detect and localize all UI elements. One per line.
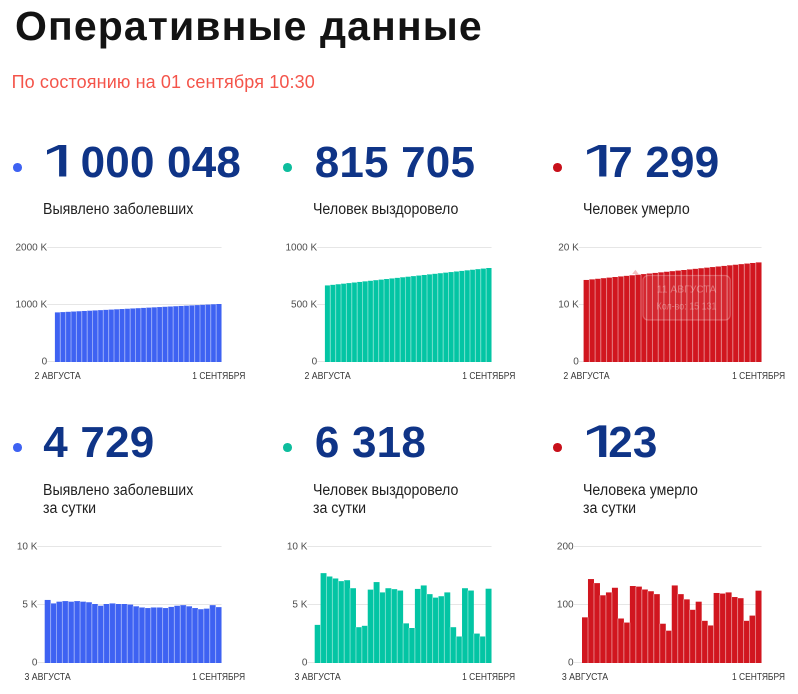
svg-text:0: 0 <box>42 356 48 367</box>
svg-text:1 СЕНТЯБРЯ: 1 СЕНТЯБРЯ <box>462 371 515 382</box>
svg-text:1 СЕНТЯБРЯ: 1 СЕНТЯБРЯ <box>462 672 515 683</box>
svg-text:1 СЕНТЯБРЯ: 1 СЕНТЯБРЯ <box>732 371 785 382</box>
svg-text:0: 0 <box>568 657 574 668</box>
svg-text:500 K: 500 K <box>291 299 317 310</box>
svg-text:1000 K: 1000 K <box>285 242 317 253</box>
svg-text:5 K: 5 K <box>292 599 307 610</box>
svg-text:1000 K: 1000 K <box>15 299 47 310</box>
svg-text:11 АВГУСТА: 11 АВГУСТА <box>657 283 717 295</box>
svg-text:2 АВГУСТА: 2 АВГУСТА <box>304 371 351 382</box>
svg-text:2 АВГУСТА: 2 АВГУСТА <box>563 371 610 382</box>
svg-text:10 K: 10 K <box>17 541 38 552</box>
svg-text:1 СЕНТЯБРЯ: 1 СЕНТЯБРЯ <box>192 672 245 683</box>
svg-text:0: 0 <box>312 356 318 367</box>
svg-text:20 K: 20 K <box>558 242 579 253</box>
svg-text:200: 200 <box>557 541 574 552</box>
svg-text:3 АВГУСТА: 3 АВГУСТА <box>24 672 71 683</box>
svg-text:3 АВГУСТА: 3 АВГУСТА <box>562 672 609 683</box>
svg-text:0: 0 <box>32 657 38 668</box>
svg-text:100: 100 <box>557 599 574 610</box>
svg-text:1 СЕНТЯБРЯ: 1 СЕНТЯБРЯ <box>732 672 785 683</box>
svg-text:0: 0 <box>573 356 579 367</box>
svg-text:5 K: 5 K <box>22 599 37 610</box>
svg-text:2 АВГУСТА: 2 АВГУСТА <box>34 371 81 382</box>
svg-text:2000 K: 2000 K <box>15 242 47 253</box>
svg-text:0: 0 <box>302 657 308 668</box>
svg-text:10 K: 10 K <box>287 541 308 552</box>
svg-text:Кол-во: 15 131: Кол-во: 15 131 <box>657 300 717 312</box>
svg-text:3 АВГУСТА: 3 АВГУСТА <box>294 672 341 683</box>
svg-text:10 K: 10 K <box>558 299 579 310</box>
svg-text:1 СЕНТЯБРЯ: 1 СЕНТЯБРЯ <box>192 371 245 382</box>
